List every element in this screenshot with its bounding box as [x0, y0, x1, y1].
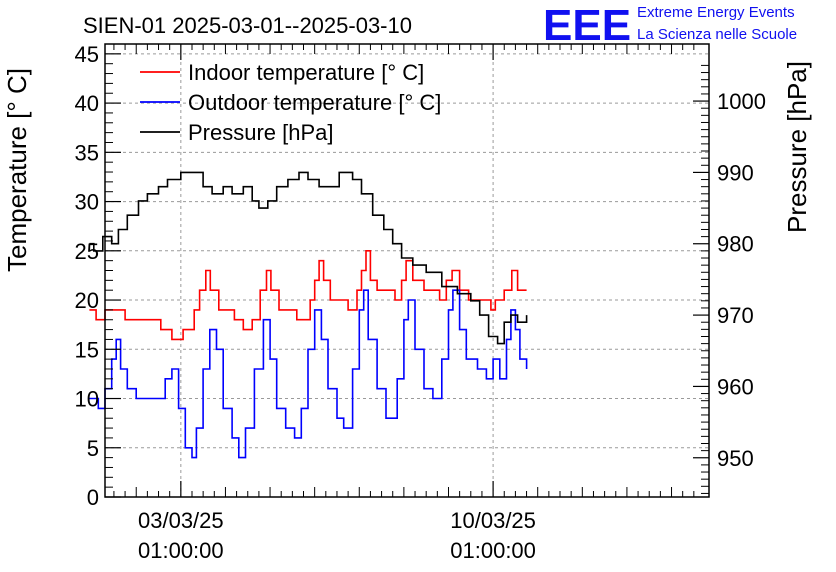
y2-tick-label: 970: [717, 303, 754, 328]
y2-tick-label: 960: [717, 374, 754, 399]
y-axis-title: Temperature [° C]: [2, 68, 32, 272]
y-tick-label: 20: [75, 288, 99, 313]
y2-tick-label: 990: [717, 160, 754, 185]
y2-tick-label: 980: [717, 232, 754, 257]
y-tick-label: 0: [87, 485, 99, 510]
chart-title: SIEN-01 2025-03-01--2025-03-10: [83, 13, 412, 38]
series-line-1: [89, 250, 527, 341]
series-lines: [89, 171, 528, 459]
y-tick-label: 10: [75, 387, 99, 412]
x-tick-label: 03/03/25: [138, 508, 224, 533]
logo-mark: EEE: [543, 1, 631, 50]
axis-ticks: [105, 43, 709, 498]
y-tick-label: 15: [75, 337, 99, 362]
eee-logo: EEE Extreme Energy Events La Scienza nel…: [543, 1, 797, 50]
axis-tick-labels: 0 5 10 15 20 25 30 35 40 45 950 960 970 980 990 1000 03/…: [75, 42, 766, 563]
logo-line1: Extreme Energy Events: [637, 4, 795, 21]
y-tick-label: 45: [75, 42, 99, 67]
legend: Indoor temperature [° C] Outdoor temperat…: [140, 60, 441, 145]
legend-label-3: Pressure [hPa]: [188, 120, 334, 145]
y2-tick-label: 950: [717, 446, 754, 471]
series-line-2: [89, 289, 528, 459]
x-tick-label: 10/03/25: [450, 508, 536, 533]
y-tick-label: 25: [75, 239, 99, 264]
series-line-3: [89, 171, 528, 345]
logo-line2: La Scienza nelle Scuole: [637, 26, 797, 43]
x-tick-label: 01:00:00: [138, 538, 224, 563]
y2-tick-label: 1000: [717, 89, 766, 114]
y-tick-label: 5: [87, 436, 99, 461]
y2-axis-title: Pressure [hPa]: [782, 61, 812, 233]
y-tick-label: 35: [75, 140, 99, 165]
y-tick-label: 40: [75, 91, 99, 116]
legend-label-1: Indoor temperature [° C]: [188, 60, 424, 85]
x-tick-label: 01:00:00: [450, 538, 536, 563]
y-tick-label: 30: [75, 190, 99, 215]
grid-lines: [105, 44, 709, 497]
legend-label-2: Outdoor temperature [° C]: [188, 90, 441, 115]
